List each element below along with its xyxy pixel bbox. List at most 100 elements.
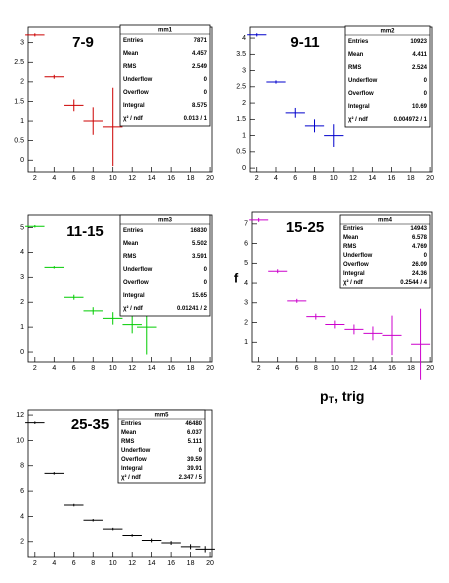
x-tick-label: 16 [388,175,396,182]
data-point [344,324,364,335]
x-tick-label: 14 [148,560,156,567]
x-tick-label: 18 [187,175,195,182]
y-tick-label: 0.5 [236,149,246,156]
stats-value: 0 [204,267,208,273]
x-tick-label: 6 [72,365,76,372]
x-tick-label: 4 [52,365,56,372]
data-point [382,315,402,356]
x-tick-label: 14 [369,365,377,372]
stats-label: Entries [343,226,364,232]
stats-value: 6.037 [187,430,203,436]
x-tick-label: 20 [426,175,434,182]
x-tick-label: 4 [52,175,56,182]
data-point [44,74,65,79]
data-point [64,99,84,112]
stats-value: 0 [424,253,428,259]
stats-label: χ² / ndf [343,279,364,286]
stats-value: 46480 [185,421,202,427]
y-tick-label: 3 [20,40,24,47]
stats-value: 7871 [194,38,208,44]
data-point [122,315,142,334]
stats-label: Entries [348,39,369,45]
data-point [102,87,123,167]
stats-value: 0 [204,77,208,83]
panel-title: 11-15 [66,223,104,240]
data-point [141,538,162,543]
y-tick-label: 6 [20,488,24,495]
x-tick-label: 6 [72,175,76,182]
data-point [161,541,181,545]
data-point [266,80,286,84]
data-point [411,308,431,380]
x-tick-label: 20 [206,560,214,567]
x-tick-label: 14 [148,365,156,372]
stats-label: Integral [123,103,145,109]
y-tick-label: 3 [20,274,24,281]
y-tick-label: 2 [242,100,246,107]
stats-name: mm2 [380,29,395,35]
x-tick-label: 10 [109,175,117,182]
data-point [306,313,326,320]
x-tick-label: 18 [187,560,195,567]
x-tick-label: 2 [33,175,37,182]
x-tick-label: 18 [407,175,415,182]
y-tick-label: 10 [16,437,24,444]
stats-name: mm3 [158,218,173,224]
y-tick-label: 4 [20,513,24,520]
x-tick-label: 10 [330,175,338,182]
y-tick-label: 3 [244,300,248,307]
x-tick-label: 4 [274,175,278,182]
y-tick-label: 2.5 [14,59,24,66]
stats-label: RMS [123,254,136,260]
data-point [247,33,267,37]
y-tick-label: 1 [20,118,24,125]
stats-label: Underflow [121,448,151,454]
stats-label: χ² / ndf [123,305,144,312]
stats-label: Underflow [343,253,373,259]
data-point [363,326,383,341]
stats-label: Underflow [123,77,153,83]
data-point [44,266,65,269]
y-tick-label: 6 [244,240,248,247]
x-tick-label: 20 [426,365,434,372]
stats-box [117,409,206,484]
stats-box [344,25,431,128]
stats-label: Overflow [121,457,147,463]
x-tick-label: 2 [33,365,37,372]
stats-label: RMS [343,244,356,250]
data-point [285,107,305,118]
stats-value: 5.111 [188,439,203,445]
stats-label: Overflow [123,90,149,96]
x-tick-label: 14 [368,175,376,182]
stats-value: 0.013 / 1 [184,116,208,122]
data-point [180,544,201,550]
stats-value: 6.578 [412,235,428,241]
x-tick-label: 2 [255,175,259,182]
stats-label: Underflow [348,78,378,84]
stats-label: Mean [123,241,139,247]
panel-title: 9-11 [290,34,319,51]
stats-label: Integral [348,104,370,110]
y-tick-label: 4 [244,280,248,287]
stats-label: Integral [121,466,143,472]
y-tick-label: 4 [242,35,246,42]
data-point [44,472,65,475]
stats-value: 3.591 [192,254,208,260]
data-point [102,527,123,531]
y-tick-label: 4 [20,249,24,256]
stats-label: Mean [348,52,364,58]
y-tick-label: 3 [242,67,246,74]
y-tick-label: 2 [20,79,24,86]
stats-label: RMS [123,64,136,70]
stats-label: RMS [348,65,361,71]
stats-value: 0 [204,90,208,96]
stats-value: 2.524 [412,65,428,71]
x-tick-label: 20 [206,175,214,182]
data-point [83,307,103,315]
x-tick-label: 14 [148,175,156,182]
stats-value: 4.411 [412,52,427,58]
x-tick-label: 2 [33,560,37,567]
x-tick-label: 16 [167,175,175,182]
stats-name: mm5 [154,413,169,419]
stats-value: 4.769 [412,244,428,250]
